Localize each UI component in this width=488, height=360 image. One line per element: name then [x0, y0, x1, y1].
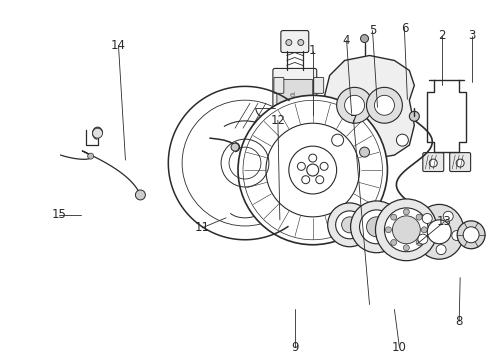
Circle shape: [359, 147, 369, 157]
Circle shape: [336, 87, 372, 123]
Text: 7: 7: [349, 114, 357, 127]
FancyBboxPatch shape: [313, 77, 323, 93]
Circle shape: [435, 245, 445, 255]
Circle shape: [92, 128, 102, 138]
Circle shape: [331, 134, 343, 146]
Circle shape: [366, 87, 402, 123]
Circle shape: [451, 230, 461, 240]
Circle shape: [403, 245, 408, 251]
FancyBboxPatch shape: [276, 80, 312, 109]
Circle shape: [392, 216, 420, 244]
Circle shape: [374, 95, 394, 115]
Circle shape: [390, 214, 396, 220]
Text: 3: 3: [468, 29, 475, 42]
Ellipse shape: [413, 204, 463, 259]
Circle shape: [455, 159, 463, 167]
Circle shape: [390, 239, 396, 246]
Circle shape: [415, 239, 421, 246]
Circle shape: [442, 211, 452, 221]
Circle shape: [308, 154, 316, 162]
Circle shape: [301, 176, 309, 184]
FancyBboxPatch shape: [272, 68, 316, 112]
Circle shape: [403, 209, 408, 215]
FancyBboxPatch shape: [273, 77, 283, 93]
Circle shape: [419, 210, 429, 220]
Circle shape: [315, 176, 323, 184]
Circle shape: [327, 203, 371, 247]
Circle shape: [421, 227, 427, 233]
Circle shape: [230, 143, 239, 151]
FancyBboxPatch shape: [449, 153, 469, 171]
Text: 2: 2: [438, 29, 445, 42]
Circle shape: [396, 134, 407, 146]
Circle shape: [427, 220, 450, 244]
Circle shape: [135, 190, 145, 200]
Circle shape: [297, 40, 303, 45]
Text: 12: 12: [270, 114, 285, 127]
Circle shape: [384, 208, 427, 252]
Circle shape: [285, 40, 291, 45]
Text: 14: 14: [111, 39, 126, 52]
Text: 4: 4: [342, 34, 349, 47]
Text: 15: 15: [51, 208, 66, 221]
Circle shape: [385, 227, 390, 233]
Circle shape: [335, 211, 363, 239]
FancyBboxPatch shape: [422, 153, 443, 171]
Text: 5: 5: [368, 24, 375, 37]
Circle shape: [462, 227, 478, 243]
Circle shape: [422, 213, 431, 224]
Circle shape: [415, 214, 421, 220]
Circle shape: [375, 199, 436, 261]
Circle shape: [408, 111, 419, 121]
Circle shape: [344, 95, 364, 115]
Text: el: el: [289, 92, 295, 98]
Circle shape: [87, 153, 93, 159]
Circle shape: [341, 217, 357, 233]
Text: 6: 6: [400, 22, 407, 35]
Circle shape: [360, 35, 368, 42]
Circle shape: [359, 210, 393, 244]
Circle shape: [238, 95, 386, 245]
Circle shape: [306, 164, 318, 176]
Circle shape: [417, 234, 427, 244]
Text: 8: 8: [454, 315, 462, 328]
Text: 1: 1: [308, 44, 316, 57]
Text: 9: 9: [290, 341, 298, 354]
Text: 13: 13: [436, 215, 451, 228]
Text: 11: 11: [194, 221, 209, 234]
Circle shape: [428, 159, 436, 167]
Circle shape: [456, 221, 484, 249]
Circle shape: [320, 162, 327, 170]
Polygon shape: [324, 55, 413, 160]
Circle shape: [297, 162, 305, 170]
Text: 10: 10: [391, 341, 406, 354]
Circle shape: [366, 217, 386, 237]
FancyBboxPatch shape: [280, 31, 308, 53]
Circle shape: [350, 201, 402, 253]
